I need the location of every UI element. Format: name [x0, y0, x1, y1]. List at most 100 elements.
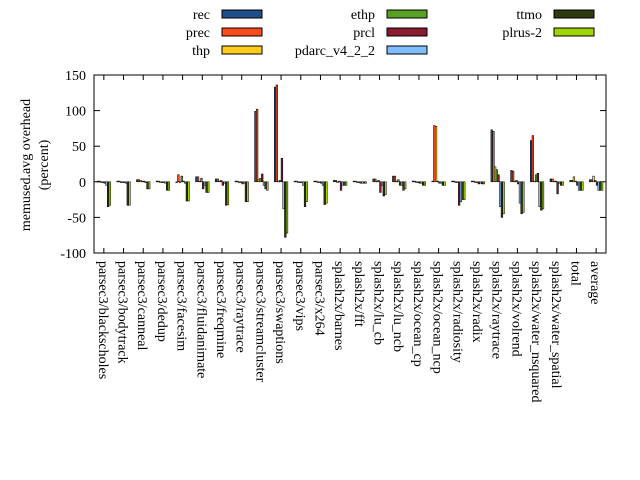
bar-prec-16 [413, 180, 416, 183]
x-tick-label: parsec3/freqmine [213, 261, 228, 358]
bar-prec-18 [452, 180, 456, 183]
bar-prec-11 [315, 180, 318, 183]
bar-prcl-15 [398, 181, 402, 186]
bar-ethp-5 [200, 177, 203, 183]
bar-ttmo-23 [559, 181, 563, 186]
bar-prec-20 [492, 130, 495, 183]
bar-prcl-13 [359, 181, 362, 184]
bar-plrus-2-21 [522, 181, 525, 213]
bar-ethp-9 [279, 180, 282, 183]
bar-rec-13 [352, 180, 355, 183]
bar-plrus-2-7 [246, 181, 249, 202]
bar-prec-0 [98, 180, 101, 183]
bar-thp-22 [533, 180, 536, 183]
bar-prec-8 [256, 108, 259, 183]
bar-rec-11 [313, 180, 316, 183]
x-tick-label: splash2x/water_nsquared [528, 261, 543, 403]
bar-plrus-2-3 [167, 181, 170, 191]
legend-label-pdarc_v4_2_2: pdarc_v4_2_2 [295, 44, 375, 59]
bar-rec-0 [96, 180, 99, 183]
bar-plrus-2-14 [384, 181, 387, 195]
bar-ttmo-17 [441, 181, 444, 186]
bar-plrus-2-8 [266, 181, 269, 191]
bar-ethp-3 [160, 181, 164, 183]
bar-prec-4 [177, 174, 180, 183]
bar-rec-19 [470, 180, 474, 183]
bar-plrus-2-5 [207, 181, 210, 193]
bar-ttmo-25 [599, 181, 602, 191]
bar-pdarc_v4_2_2-25 [597, 181, 600, 191]
bar-plrus-2-2 [148, 181, 151, 190]
bar-pdarc_v4_2_2-10 [302, 181, 305, 186]
bar-plrus-2-11 [325, 181, 328, 204]
bar-plrus-2-25 [601, 181, 604, 191]
bar-thp-16 [415, 181, 418, 183]
x-tick-label: splash2x/ocean_cp [410, 261, 425, 367]
bar-pdarc_v4_2_2-16 [420, 181, 423, 184]
bar-plrus-2-24 [581, 181, 584, 191]
bar-ttmo-9 [284, 181, 287, 238]
bar-pdarc_v4_2_2-24 [577, 181, 581, 191]
legend-swatch-pdarc_v4_2_2 [386, 45, 428, 55]
bar-prec-12 [334, 180, 338, 183]
bar-plrus-2-15 [404, 181, 407, 190]
bar-ethp-23 [554, 180, 558, 183]
bar-prcl-0 [103, 181, 106, 184]
bar-prcl-25 [595, 181, 599, 186]
bar-pdarc_v4_2_2-7 [243, 181, 246, 184]
bar-ttmo-7 [244, 181, 248, 202]
bar-rec-7 [234, 180, 237, 183]
bar-pdarc_v4_2_2-9 [282, 181, 285, 210]
bar-thp-17 [434, 126, 438, 183]
bar-prec-9 [275, 84, 278, 183]
bar-ttmo-1 [126, 181, 129, 206]
legend-swatch-prcl [386, 27, 428, 37]
bar-plrus-2-16 [423, 181, 426, 186]
legend-swatch-plrus-2 [553, 27, 595, 37]
bar-ethp-15 [397, 179, 400, 183]
x-tick-label: parsec3/fluidanimate [193, 261, 208, 378]
bar-pdarc_v4_2_2-13 [361, 181, 364, 184]
x-tick-label: splash2x/ocean_ncp [430, 261, 445, 374]
bar-thp-5 [198, 180, 201, 183]
bar-pdarc_v4_2_2-2 [144, 181, 147, 183]
bar-plrus-2-6 [226, 181, 230, 205]
bar-ttmo-15 [402, 181, 405, 191]
legend-swatch-thp [221, 45, 263, 55]
legend-label-ethp: ethp [351, 8, 375, 23]
bar-prec-22 [531, 135, 534, 183]
bar-ttmo-0 [106, 181, 110, 207]
bar-rec-23 [549, 178, 552, 183]
bar-prcl-18 [458, 181, 461, 206]
y-tick-label: -50 [67, 211, 86, 226]
x-tick-label: parsec3/raytrace [233, 261, 248, 353]
legend-swatch-rec [221, 9, 263, 19]
bar-pdarc_v4_2_2-4 [184, 181, 187, 184]
bar-thp-24 [572, 176, 576, 183]
bar-pdarc_v4_2_2-14 [380, 181, 384, 186]
bar-prcl-19 [477, 181, 480, 185]
bar-ttmo-13 [362, 181, 366, 184]
bar-rec-16 [411, 180, 415, 183]
bar-prec-17 [433, 125, 436, 183]
y-tick-label: 50 [72, 140, 86, 155]
bar-prcl-5 [202, 181, 205, 190]
bar-rec-8 [254, 111, 257, 183]
bar-ethp-7 [239, 181, 242, 183]
y-axis: -100 -50 0 50 100 150 [60, 69, 606, 262]
bar-thp-0 [100, 181, 103, 183]
x-tick-label: average [587, 261, 602, 305]
x-tick-label: splash2x/water_spatial [548, 261, 563, 389]
bar-ethp-19 [476, 181, 479, 183]
bar-rec-1 [116, 180, 119, 183]
bar-ethp-11 [318, 181, 321, 183]
bar-thp-15 [395, 180, 398, 183]
bar-prec-6 [216, 178, 219, 183]
y-axis-label-line2: (percent) [37, 139, 52, 190]
legend-label-ttmo: ttmo [516, 8, 542, 23]
x-tick-label: total [567, 261, 582, 286]
bar-thp-11 [316, 181, 320, 183]
bar-prcl-1 [123, 181, 126, 183]
bar-plrus-2-0 [108, 181, 111, 206]
y-tick-label: 100 [65, 105, 86, 120]
